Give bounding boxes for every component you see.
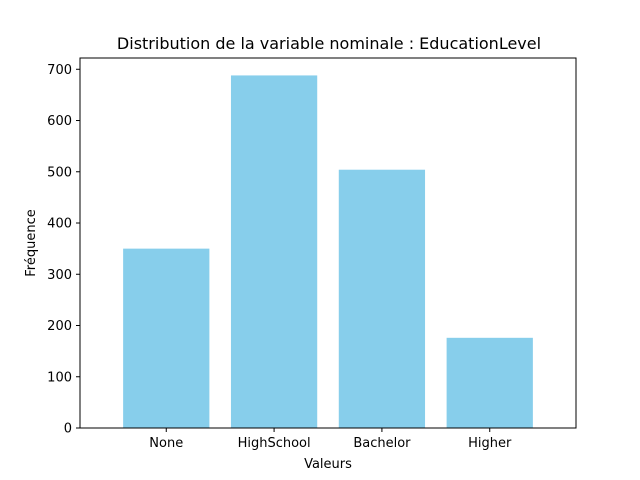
x-axis-label: Valeurs (304, 457, 352, 472)
y-tick-label: 700 (47, 63, 72, 78)
bar-highschool (230, 75, 318, 428)
x-tick-label: Higher (468, 436, 512, 451)
chart-title: Distribution de la variable nominale : E… (117, 34, 541, 53)
plot-frame (79, 57, 577, 429)
x-tick-label: HighSchool (238, 436, 311, 451)
x-axis: None HighSchool Bachelor Higher (149, 428, 512, 451)
y-tick-label: 300 (47, 268, 72, 283)
y-tick-label: 400 (47, 217, 72, 232)
y-axis: 0 100 200 300 400 500 600 700 (47, 63, 80, 437)
bar-higher (446, 337, 533, 428)
y-tick-label: 0 (64, 422, 72, 437)
y-tick-label: 500 (47, 165, 72, 180)
bars-group (123, 75, 533, 428)
bar-none (123, 248, 210, 428)
y-tick-label: 600 (47, 114, 72, 129)
x-tick-label: None (149, 436, 183, 451)
bar-bachelor (338, 169, 426, 428)
y-tick-label: 200 (47, 319, 72, 334)
x-tick-label: Bachelor (353, 436, 411, 451)
y-tick-label: 100 (47, 370, 72, 385)
y-axis-label: Fréquence (24, 209, 39, 276)
